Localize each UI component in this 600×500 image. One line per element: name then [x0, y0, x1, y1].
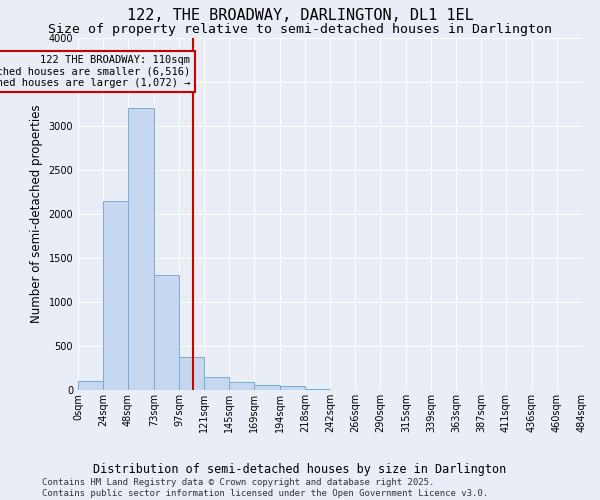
Y-axis label: Number of semi-detached properties: Number of semi-detached properties: [30, 104, 43, 323]
Bar: [254, 385, 280, 390]
Text: 122, THE BROADWAY, DARLINGTON, DL1 1EL: 122, THE BROADWAY, DARLINGTON, DL1 1EL: [127, 8, 473, 22]
Bar: [179, 357, 204, 390]
Text: 122 THE BROADWAY: 110sqm
← 86% of semi-detached houses are smaller (6,516)
  14%: 122 THE BROADWAY: 110sqm ← 86% of semi-d…: [0, 55, 190, 88]
Text: Contains HM Land Registry data © Crown copyright and database right 2025.
Contai: Contains HM Land Registry data © Crown c…: [42, 478, 488, 498]
Bar: [103, 200, 128, 390]
Bar: [305, 388, 330, 390]
Text: Size of property relative to semi-detached houses in Darlington: Size of property relative to semi-detach…: [48, 22, 552, 36]
Bar: [154, 276, 179, 390]
Bar: [204, 377, 229, 390]
Bar: [280, 386, 305, 390]
Text: Distribution of semi-detached houses by size in Darlington: Distribution of semi-detached houses by …: [94, 462, 506, 475]
Bar: [78, 381, 103, 390]
Bar: [229, 382, 254, 390]
Bar: [128, 108, 154, 390]
